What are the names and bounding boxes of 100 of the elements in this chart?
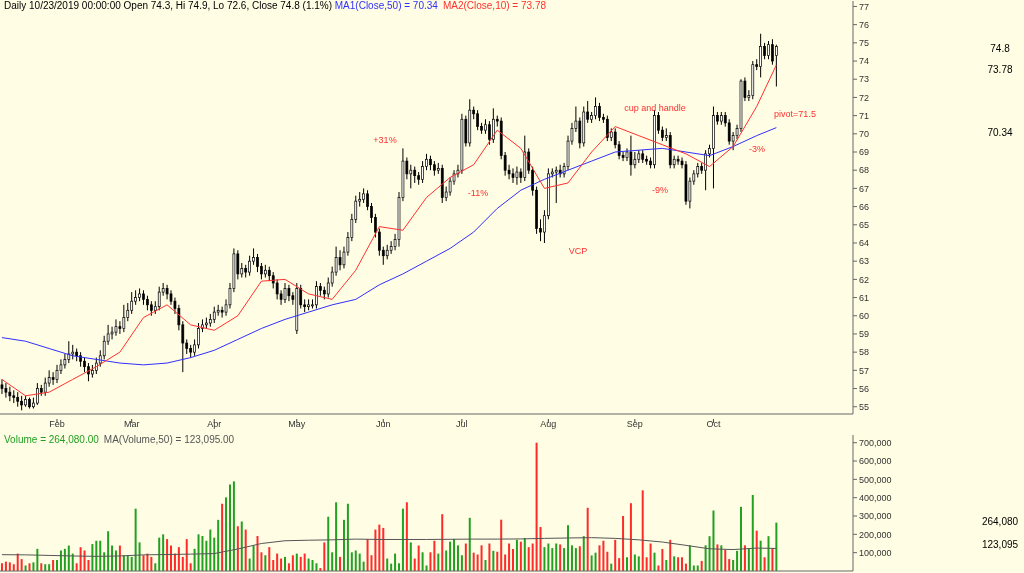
x-tick-label: Sep [626,419,643,429]
bar [272,560,275,571]
candlestick [767,40,770,60]
y-tick-label: 63 [859,256,870,267]
bar [95,540,98,571]
x-tick-label: Oct [706,419,721,429]
bar [299,556,302,571]
y-tick-label: 75 [859,38,870,49]
bar [496,551,499,571]
annotation: -3% [748,144,766,154]
candlestick [727,118,731,146]
bar [539,527,542,571]
y-tick-label: 68 [859,165,870,176]
bar [374,529,377,571]
bar [291,555,294,571]
annotation: -9% [651,185,669,195]
bar [728,559,731,571]
y-tick-label: 58 [859,347,870,358]
bar [641,490,644,571]
bar [437,553,440,571]
candlestick [283,282,287,304]
bar [244,529,247,571]
bar [716,544,719,571]
bar [358,553,361,571]
y-tick-label: 76 [859,19,870,30]
bar [287,563,290,571]
bar [52,560,55,571]
bar [394,553,397,571]
bar [445,550,448,571]
bar [751,494,754,571]
bar [75,563,78,571]
bar [103,552,106,571]
bar [480,545,483,571]
text: 74.8 [990,42,1010,54]
bar [504,554,507,571]
bar [232,481,235,571]
bar [531,543,534,571]
bar [688,545,691,571]
bar [720,545,723,571]
candlestick [409,164,413,189]
candlestick [315,280,318,309]
bar [700,560,703,571]
bar [472,552,475,571]
line-series [1,537,777,557]
y-tick-label: 56 [859,383,870,394]
bar [28,563,31,571]
bar [464,543,467,571]
bar [303,553,306,571]
bar [468,517,471,571]
bar [590,555,593,571]
text: 123,095 [981,538,1019,550]
bar [669,539,672,571]
y-tick-label: 64 [859,238,870,249]
candlestick [771,38,774,66]
bar [225,497,228,571]
candlestick [515,166,519,186]
bar [704,545,707,571]
y-tick-label: 67 [859,183,870,194]
bar [138,542,141,571]
bar [677,557,680,571]
candlestick [554,166,558,204]
annotation: cup and handle [624,103,686,113]
candlestick [51,371,55,386]
bar [578,546,581,571]
bar [614,539,617,571]
candlestick [130,291,134,315]
annotation: +31% [373,135,397,145]
bar [441,514,444,571]
y-tick-label: 500,000 [859,474,892,485]
bar [256,535,259,571]
x-tick-label: May [288,419,306,429]
bar [543,547,546,571]
bar [382,527,385,571]
y-tick-label: 57 [859,365,870,376]
bar [342,519,345,571]
bar [567,525,570,571]
candlestick [220,306,224,319]
bar [712,510,715,571]
bar [221,503,224,571]
y-tick-label: 62 [859,274,870,285]
candlestick [633,151,637,169]
candlestick [491,107,495,144]
bar [460,555,463,571]
bar [645,557,648,571]
bar [177,547,180,571]
bar [130,556,133,571]
bar [335,502,338,571]
bar [732,560,735,571]
candlestick [488,120,491,146]
bar [409,542,412,571]
candlestick [378,227,381,257]
bar [268,547,271,571]
bar [134,508,137,571]
bar [453,538,456,571]
y-tick-label: 700,000 [859,437,892,448]
bar [523,538,526,571]
bar [264,555,267,571]
bar [323,542,326,571]
bar [40,563,43,571]
x-tick-label: Apr [207,419,222,429]
